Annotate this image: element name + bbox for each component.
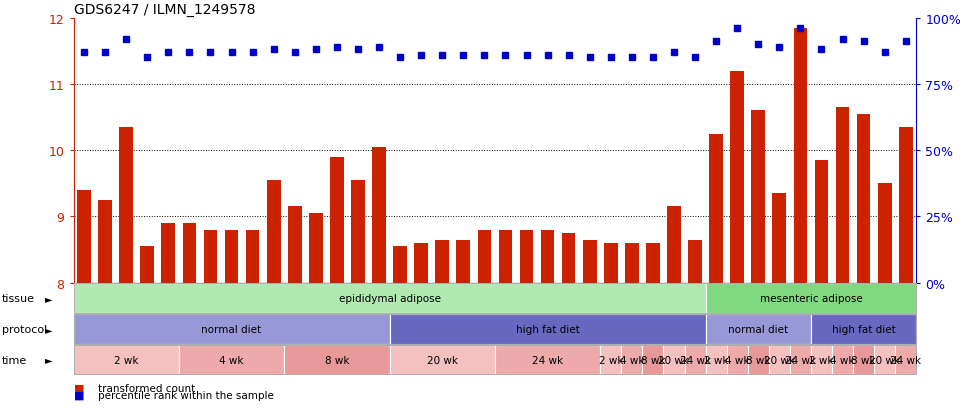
Bar <box>583 240 597 283</box>
Text: normal diet: normal diet <box>728 324 788 334</box>
Bar <box>499 230 513 283</box>
Text: 8 wk: 8 wk <box>641 355 665 365</box>
Bar <box>646 243 660 283</box>
Text: high fat diet: high fat diet <box>515 324 579 334</box>
Bar <box>415 243 428 283</box>
Bar <box>625 243 639 283</box>
Text: protocol: protocol <box>2 324 47 334</box>
Bar <box>98 200 112 283</box>
Bar <box>477 230 491 283</box>
Bar <box>688 240 702 283</box>
Text: 2 wk: 2 wk <box>114 355 138 365</box>
Bar <box>899 128 912 283</box>
Text: 24 wk: 24 wk <box>679 355 710 365</box>
Text: 4 wk: 4 wk <box>830 355 855 365</box>
Text: 24 wk: 24 wk <box>890 355 921 365</box>
Bar <box>393 247 407 283</box>
Bar <box>288 207 302 283</box>
Text: ■: ■ <box>74 383 84 393</box>
Bar <box>752 111 765 283</box>
Bar <box>330 157 344 283</box>
Text: epididymal adipose: epididymal adipose <box>338 294 441 304</box>
Text: 2 wk: 2 wk <box>704 355 728 365</box>
Text: tissue: tissue <box>2 294 35 304</box>
Bar <box>372 147 386 283</box>
Text: GDS6247 / ILMN_1249578: GDS6247 / ILMN_1249578 <box>74 2 255 17</box>
Bar <box>351 180 365 283</box>
Bar <box>541 230 555 283</box>
Bar <box>457 240 470 283</box>
Text: 4 wk: 4 wk <box>619 355 644 365</box>
Text: ►: ► <box>45 324 53 334</box>
Bar <box>140 247 154 283</box>
Bar <box>182 223 196 283</box>
Text: 24 wk: 24 wk <box>532 355 563 365</box>
Bar <box>435 240 449 283</box>
Text: ►: ► <box>45 355 53 365</box>
Bar <box>836 108 850 283</box>
Text: ►: ► <box>45 294 53 304</box>
Bar <box>772 194 786 283</box>
Text: 24 wk: 24 wk <box>785 355 816 365</box>
Bar <box>204 230 218 283</box>
Bar <box>267 180 280 283</box>
Text: 20 wk: 20 wk <box>659 355 690 365</box>
Text: 20 wk: 20 wk <box>763 355 795 365</box>
Text: 8 wk: 8 wk <box>324 355 349 365</box>
Bar <box>562 233 575 283</box>
Bar <box>857 114 870 283</box>
Text: 4 wk: 4 wk <box>220 355 244 365</box>
Text: 2 wk: 2 wk <box>599 355 623 365</box>
Text: percentile rank within the sample: percentile rank within the sample <box>98 390 273 400</box>
Bar <box>519 230 533 283</box>
Text: ■: ■ <box>74 390 84 400</box>
Text: 4 wk: 4 wk <box>725 355 750 365</box>
Text: 20 wk: 20 wk <box>869 355 901 365</box>
Bar <box>667 207 681 283</box>
Text: mesenteric adipose: mesenteric adipose <box>760 294 862 304</box>
Text: 8 wk: 8 wk <box>852 355 876 365</box>
Text: transformed count: transformed count <box>98 383 195 393</box>
Bar <box>77 190 91 283</box>
Bar <box>604 243 617 283</box>
Bar <box>794 28 808 283</box>
Bar <box>162 223 175 283</box>
Bar <box>730 71 744 283</box>
Bar <box>878 184 892 283</box>
Text: 8 wk: 8 wk <box>746 355 770 365</box>
Text: 2 wk: 2 wk <box>809 355 834 365</box>
Bar <box>710 134 723 283</box>
Bar <box>309 214 322 283</box>
Bar <box>814 161 828 283</box>
Bar <box>120 128 133 283</box>
Bar <box>246 230 260 283</box>
Text: time: time <box>2 355 27 365</box>
Text: high fat diet: high fat diet <box>832 324 896 334</box>
Text: normal diet: normal diet <box>202 324 262 334</box>
Bar <box>224 230 238 283</box>
Text: 20 wk: 20 wk <box>426 355 458 365</box>
